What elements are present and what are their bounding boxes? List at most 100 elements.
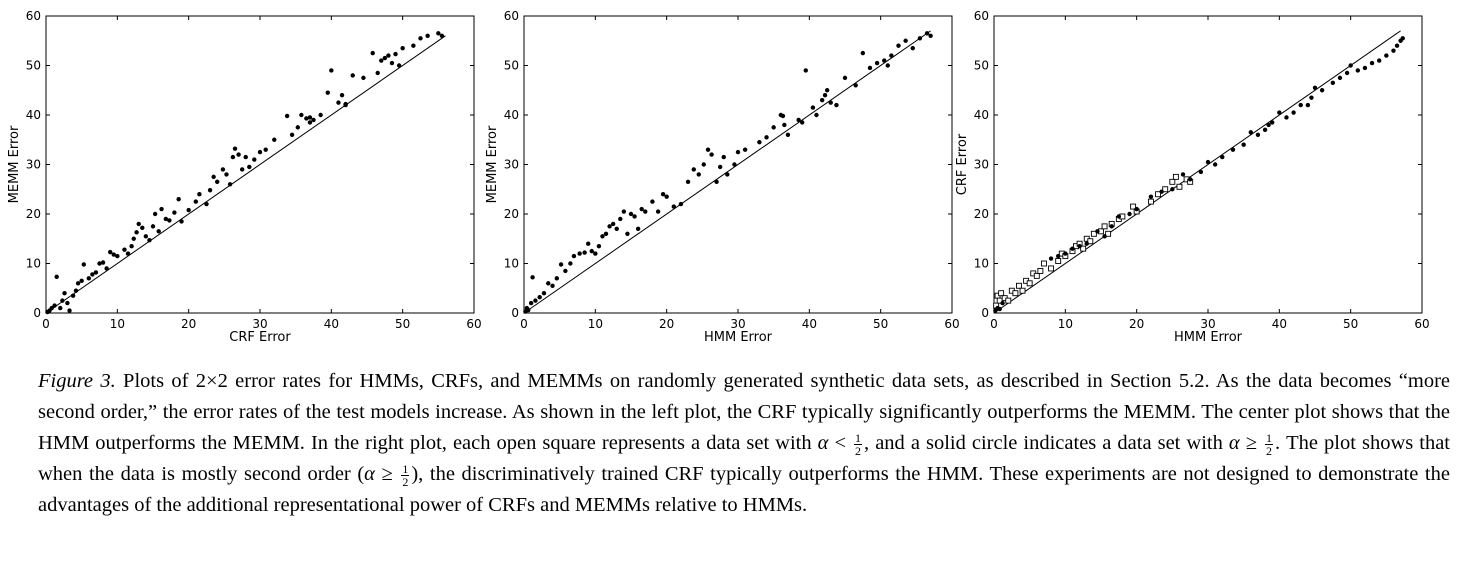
y-tick-label: 0	[981, 306, 989, 320]
data-point-circle	[227, 182, 233, 187]
data-point-circle	[1248, 130, 1253, 135]
y-tick-label: 60	[26, 9, 41, 23]
plot-crf-vs-memm: 0 10 20 30 40 50 60 0 10 20 30 40 50 60 CRF Error MEMM …	[0, 0, 482, 352]
data-point-circle	[131, 236, 136, 241]
data-point-square	[1055, 258, 1062, 264]
data-point-circle	[318, 112, 323, 118]
data-point-circle	[1337, 75, 1343, 81]
data-point-circle	[343, 101, 348, 107]
data-point-circle	[1277, 110, 1282, 115]
data-point-circle	[1384, 53, 1389, 58]
data-point-circle	[143, 234, 149, 239]
y-axis-label: MEMM Error	[7, 125, 22, 203]
data-point-circle	[577, 251, 582, 256]
data-point-circle	[1255, 132, 1261, 137]
data-point-circle	[172, 210, 177, 215]
data-point-circle	[678, 201, 684, 207]
x-tick-label: 10	[588, 317, 603, 331]
data-point-circle	[537, 294, 542, 300]
data-point-circle	[771, 125, 776, 130]
data-point-circle	[867, 65, 873, 71]
scatter-plot-center: 0 10 20 30 40 50 60 0 10 20 30 40 50 60 HMM Error MEMM …	[485, 9, 960, 345]
data-point-circle	[1159, 189, 1164, 194]
data-point-square	[1048, 265, 1055, 272]
data-point-circle	[643, 209, 648, 214]
data-point-circle	[108, 249, 113, 255]
data-point-circle	[49, 305, 54, 311]
data-point-circle	[1262, 127, 1268, 133]
data-point-square	[1105, 230, 1112, 237]
data-point-circle	[589, 248, 594, 254]
data-point-circle	[299, 112, 304, 118]
data-point-circle	[1095, 229, 1100, 234]
data-point-circle	[75, 281, 81, 286]
fraction-denominator: 2	[855, 443, 862, 458]
data-point-circle	[671, 204, 676, 209]
data-point-circle	[664, 194, 669, 199]
data-point-circle	[1330, 80, 1336, 86]
data-point-circle	[533, 298, 538, 303]
data-point-circle	[860, 50, 866, 56]
data-point-circle	[263, 147, 268, 152]
x-tick-label: 10	[110, 317, 125, 331]
data-point-circle	[439, 33, 445, 38]
data-point-circle	[163, 216, 169, 222]
greater-equal-symbol: ≥	[1239, 432, 1263, 454]
data-point-circle	[1400, 36, 1405, 41]
data-point-circle	[1348, 63, 1353, 68]
x-tick-label: 30	[1200, 317, 1215, 331]
data-point-circle	[375, 70, 380, 76]
y-tick-label: 20	[974, 207, 989, 221]
data-point-circle	[819, 97, 825, 103]
data-point-square	[1080, 245, 1087, 252]
data-point-circle	[1377, 58, 1382, 63]
caption-text-4: ), the discriminatively trained CRF typi…	[38, 463, 1450, 516]
y-tick-label: 20	[26, 207, 41, 221]
data-point-circle	[528, 300, 534, 306]
figure-label: Figure 3.	[38, 370, 116, 392]
data-point-circle	[709, 152, 714, 157]
data-point-circle	[610, 221, 616, 227]
data-point-circle	[389, 60, 395, 66]
data-point-circle	[159, 206, 164, 212]
y-tick-label: 10	[974, 257, 989, 271]
data-point-square	[1019, 287, 1026, 294]
data-point-circle	[742, 147, 748, 152]
y-tick-label: 60	[504, 9, 519, 23]
data-point-circle	[526, 307, 531, 313]
data-point-circle	[136, 221, 141, 227]
data-point-circle	[600, 234, 605, 239]
data-point-circle	[928, 33, 933, 38]
data-point-circle	[97, 261, 102, 266]
data-point-circle	[215, 179, 220, 185]
data-point-square	[1130, 203, 1137, 210]
x-tick-label: 60	[944, 317, 959, 331]
data-point-circle	[764, 135, 769, 140]
data-point-square	[1005, 297, 1012, 304]
data-point-circle	[586, 241, 591, 246]
data-point-circle	[618, 216, 623, 222]
data-point-circle	[1312, 85, 1318, 90]
data-point-square	[1101, 223, 1108, 230]
data-point-circle	[1298, 102, 1303, 108]
data-point-circle	[563, 268, 568, 274]
data-point-circle	[1180, 172, 1186, 177]
data-point-circle	[247, 164, 252, 170]
data-point-circle	[1230, 147, 1236, 152]
data-point-circle	[842, 75, 848, 81]
data-point-circle	[541, 291, 547, 296]
data-point-circle	[660, 192, 666, 197]
data-point-circle	[780, 113, 786, 119]
data-point-circle	[714, 179, 719, 185]
x-tick-label: 20	[659, 317, 674, 331]
alpha-symbol: α	[1228, 432, 1240, 454]
data-point-circle	[685, 179, 691, 185]
data-point-circle	[329, 68, 334, 73]
data-point-circle	[1056, 253, 1061, 259]
data-point-circle	[814, 112, 819, 118]
data-point-circle	[1394, 43, 1400, 48]
data-point-circle	[90, 272, 95, 277]
x-axis-label: HMM Error	[704, 330, 773, 345]
data-point-circle	[1187, 177, 1193, 182]
